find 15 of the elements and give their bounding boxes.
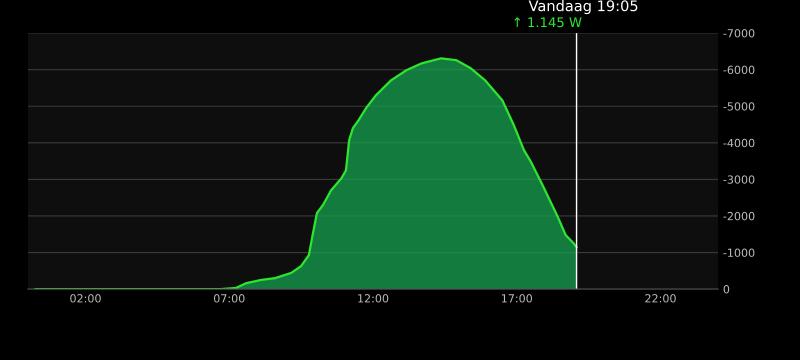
y-tick-label: -6000: [723, 66, 754, 74]
y-tick-label: -3000: [723, 175, 754, 184]
y-tick-label: -1000: [723, 248, 754, 257]
y-tick-label: -5000: [723, 102, 754, 111]
y-tick-label: 0: [724, 285, 730, 294]
text: Vandaag 19:05: [528, 0, 638, 14]
y-tick-label: -2000: [723, 212, 754, 220]
x-tick-label: 02:00: [70, 294, 101, 303]
x-tick-label: 12:00: [358, 294, 388, 303]
text: ↑ 1.145 W: [514, 17, 582, 28]
y-tick-label: -7000: [723, 29, 754, 38]
x-tick-label: 07:00: [214, 294, 245, 303]
x-tick-label: 22:00: [645, 294, 676, 303]
x-tick-label: 17:00: [502, 294, 532, 303]
y-tick-label: -4000: [723, 138, 754, 148]
